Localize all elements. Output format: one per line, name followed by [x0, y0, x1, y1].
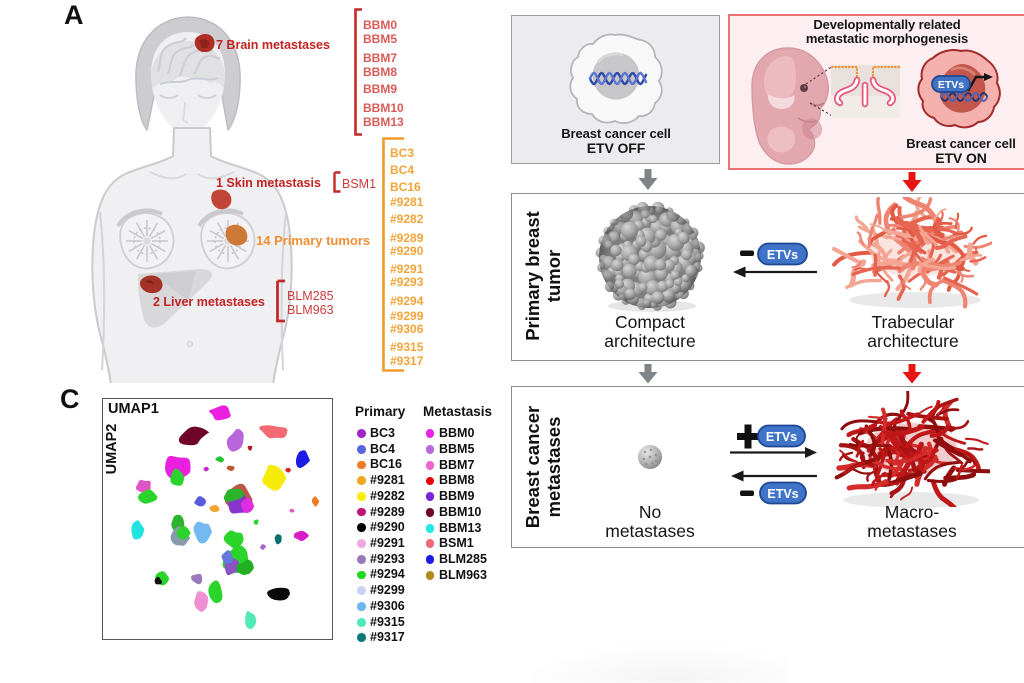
- svg-text:ETVs: ETVs: [938, 79, 964, 91]
- svg-text:ETVs: ETVs: [767, 248, 798, 262]
- svg-text:ETVs: ETVs: [766, 430, 797, 444]
- svg-text:ETVs: ETVs: [767, 487, 798, 501]
